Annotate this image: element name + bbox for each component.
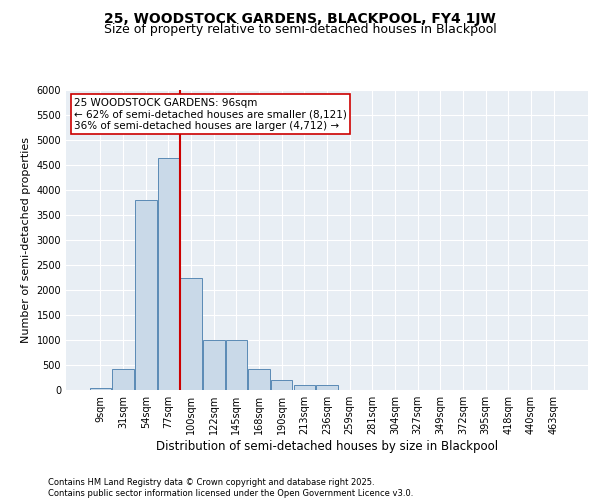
Bar (293, 385, 315, 390)
Bar (181, 278, 202, 390)
Text: Size of property relative to semi-detached houses in Blackpool: Size of property relative to semi-detach… (104, 22, 496, 36)
Bar (135, 200, 157, 390)
Bar (203, 340, 224, 390)
Bar (158, 158, 179, 390)
Bar (90, 388, 111, 390)
Text: 25, WOODSTOCK GARDENS, BLACKPOOL, FY4 1JW: 25, WOODSTOCK GARDENS, BLACKPOOL, FY4 1J… (104, 12, 496, 26)
X-axis label: Distribution of semi-detached houses by size in Blackpool: Distribution of semi-detached houses by … (156, 440, 498, 453)
Bar (248, 368, 270, 390)
Bar (226, 340, 247, 390)
Bar (316, 385, 338, 390)
Bar (112, 368, 134, 390)
Text: 25 WOODSTOCK GARDENS: 96sqm
← 62% of semi-detached houses are smaller (8,121)
36: 25 WOODSTOCK GARDENS: 96sqm ← 62% of sem… (74, 98, 347, 130)
Y-axis label: Number of semi-detached properties: Number of semi-detached properties (21, 137, 31, 343)
Text: Contains HM Land Registry data © Crown copyright and database right 2025.
Contai: Contains HM Land Registry data © Crown c… (48, 478, 413, 498)
Bar (271, 380, 292, 390)
